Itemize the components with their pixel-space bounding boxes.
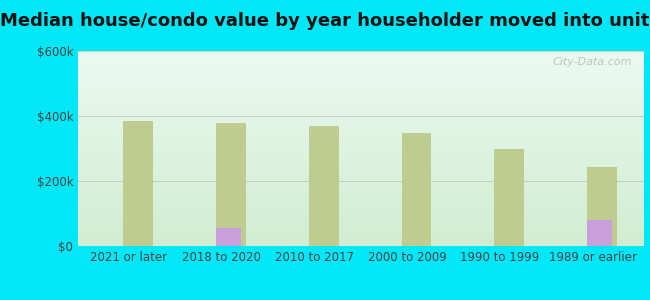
- Text: City-Data.com: City-Data.com: [552, 57, 632, 67]
- Bar: [309, 126, 339, 246]
- Bar: [216, 228, 241, 246]
- Bar: [587, 167, 617, 246]
- Bar: [587, 220, 612, 246]
- Bar: [494, 149, 524, 246]
- Bar: [402, 133, 431, 246]
- Bar: [124, 121, 153, 246]
- Bar: [216, 123, 246, 246]
- Text: Median house/condo value by year householder moved into unit: Median house/condo value by year househo…: [0, 12, 650, 30]
